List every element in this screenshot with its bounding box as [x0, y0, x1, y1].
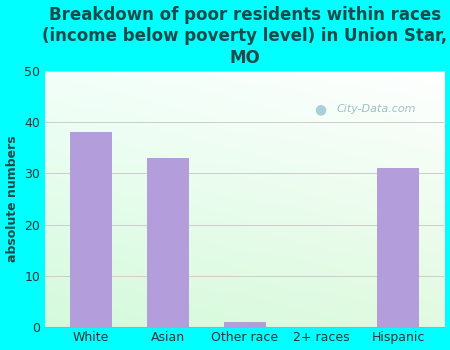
Bar — [377, 168, 419, 327]
Title: Breakdown of poor residents within races
(income below poverty level) in Union S: Breakdown of poor residents within races… — [42, 6, 447, 66]
Bar — [224, 322, 266, 327]
Bar — [147, 158, 189, 327]
Y-axis label: absolute numbers: absolute numbers — [5, 136, 18, 262]
Text: ●: ● — [315, 102, 327, 116]
Bar — [70, 132, 112, 327]
Text: City-Data.com: City-Data.com — [337, 104, 416, 114]
